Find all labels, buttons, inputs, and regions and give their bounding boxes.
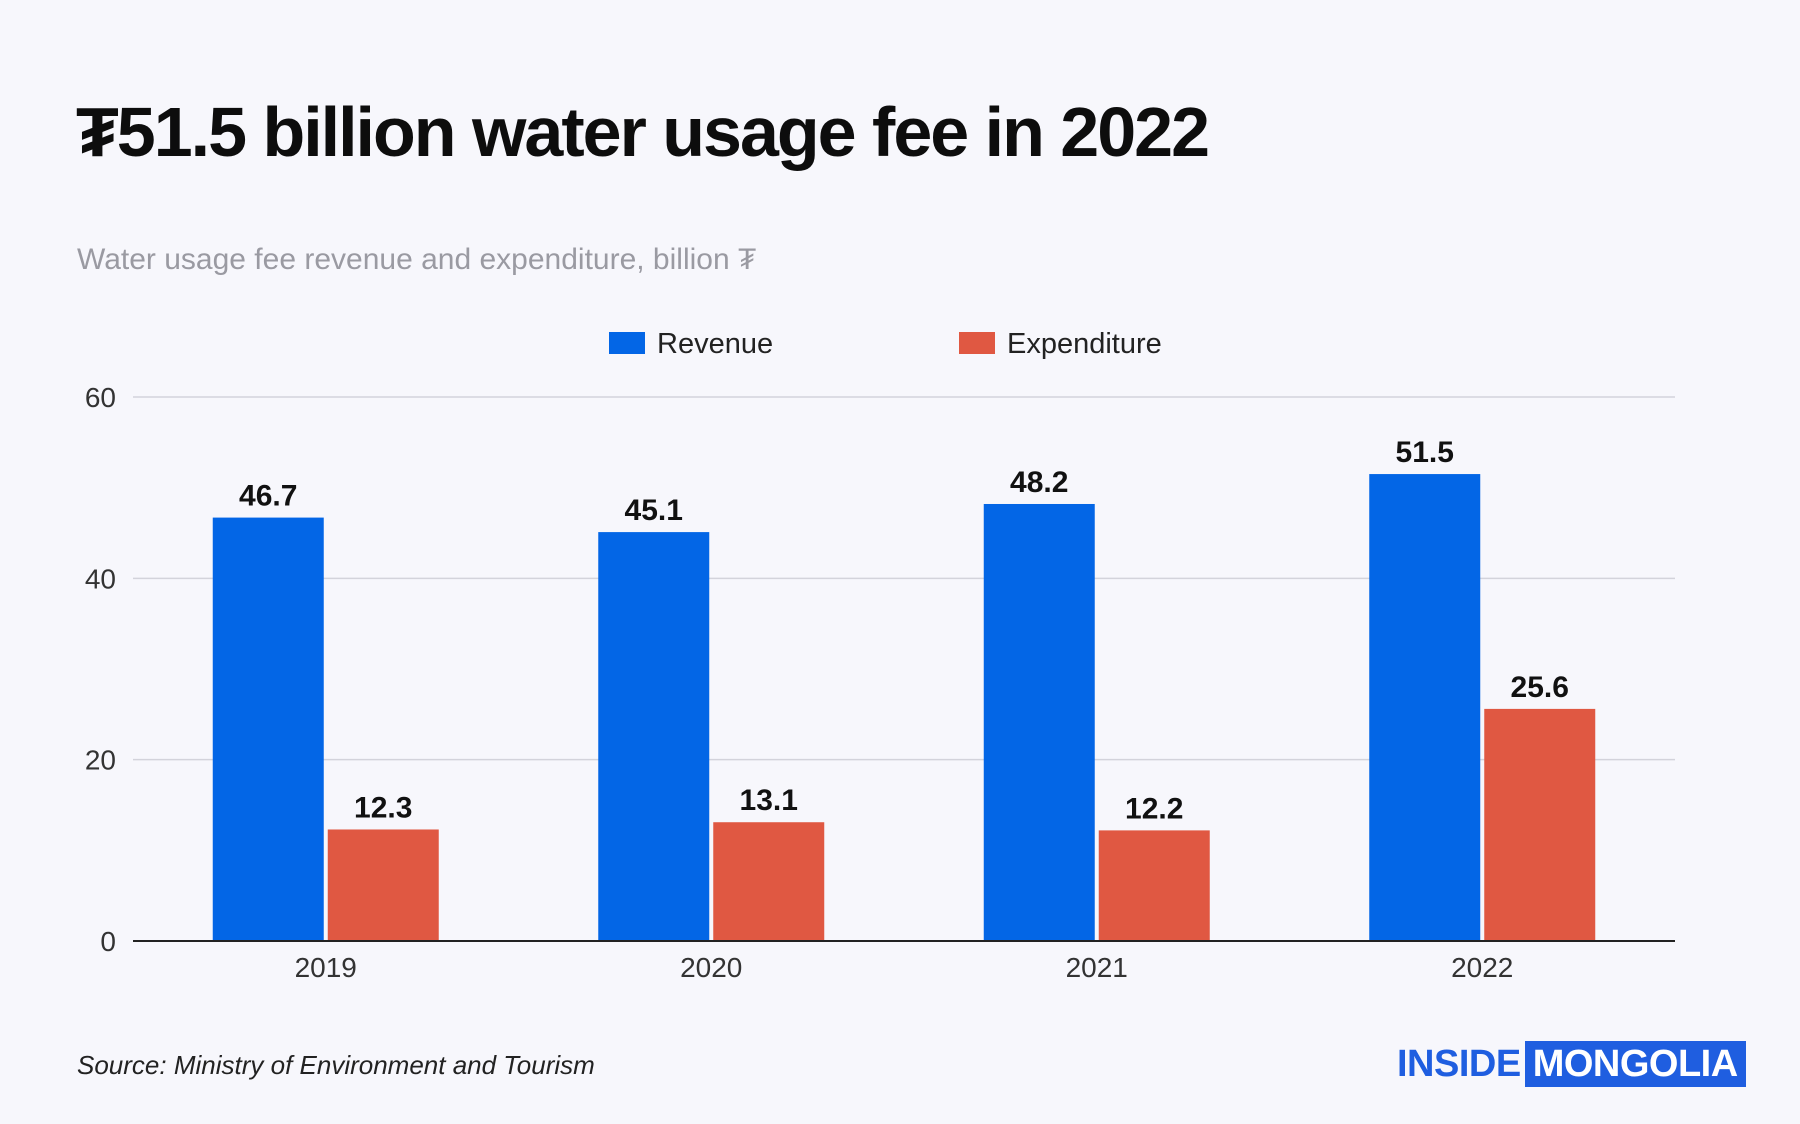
- y-tick-label: 0: [100, 926, 116, 957]
- data-label-expenditure-2020: 13.1: [740, 784, 798, 817]
- brand-logo: INSIDE MONGOLIA: [1397, 1041, 1746, 1087]
- legend-swatch-revenue: [609, 332, 645, 354]
- data-label-expenditure-2021: 12.2: [1125, 792, 1183, 825]
- bar-revenue-2020: [598, 532, 710, 941]
- data-label-revenue-2019: 46.7: [239, 480, 297, 513]
- x-tick-label-2022: 2022: [1451, 952, 1513, 983]
- bar-expenditure-2021: [1098, 830, 1210, 941]
- y-tick-label: 60: [85, 382, 116, 413]
- legend-label-expenditure: Expenditure: [1007, 328, 1162, 360]
- x-tick-label-2021: 2021: [1066, 952, 1128, 983]
- data-label-revenue-2022: 51.5: [1396, 436, 1454, 469]
- data-label-expenditure-2022: 25.6: [1511, 671, 1569, 704]
- logo-mongolia-text: MONGOLIA: [1524, 1041, 1746, 1087]
- data-label-expenditure-2019: 12.3: [354, 791, 412, 824]
- bar-expenditure-2019: [327, 829, 439, 941]
- data-label-revenue-2020: 45.1: [625, 494, 683, 527]
- y-tick-label: 40: [85, 563, 116, 594]
- bar-expenditure-2020: [713, 822, 825, 941]
- chart-subtitle: Water usage fee revenue and expenditure,…: [77, 243, 757, 276]
- chart-title: ₮51.5 billion water usage fee in 2022: [76, 93, 1210, 171]
- x-tick-label-2019: 2019: [295, 952, 357, 983]
- legend-label-revenue: Revenue: [657, 328, 773, 360]
- bars: 46.7 12.3 45.1 13.1 48.2 12.2 51.5 25.6: [212, 436, 1596, 941]
- x-axis: 2019 2020 2021 2022: [133, 940, 1675, 983]
- bar-expenditure-2022: [1484, 708, 1596, 941]
- x-tick-label-2020: 2020: [680, 952, 742, 983]
- y-axis: 0 20 40 60: [85, 382, 116, 957]
- logo-inside-text: INSIDE: [1397, 1043, 1521, 1085]
- legend-swatch-expenditure: [959, 332, 995, 354]
- bar-revenue-2021: [983, 503, 1095, 941]
- y-tick-label: 20: [85, 745, 116, 776]
- source-note: Source: Ministry of Environment and Tour…: [77, 1050, 595, 1080]
- bar-revenue-2022: [1369, 474, 1481, 941]
- legend: Revenue Expenditure: [609, 328, 1162, 360]
- bar-revenue-2019: [212, 517, 324, 941]
- data-label-revenue-2021: 48.2: [1010, 466, 1068, 499]
